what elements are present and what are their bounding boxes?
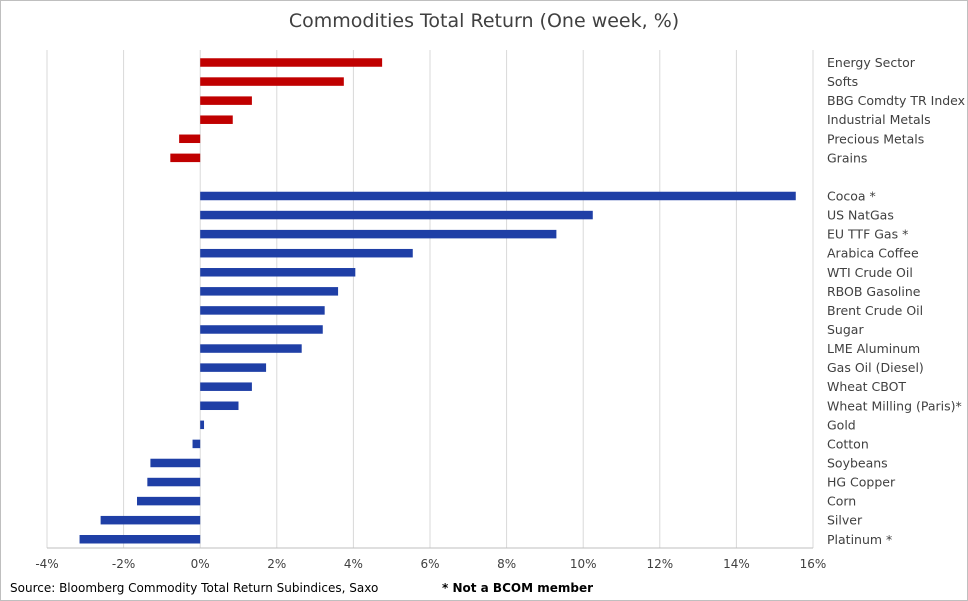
category-label: Brent Crude Oil <box>827 303 923 318</box>
bar <box>170 153 201 163</box>
category-label: BBG Comdty TR Index <box>827 93 965 108</box>
category-label: Corn <box>827 494 856 509</box>
chart-title: Commodities Total Return (One week, %) <box>288 10 680 32</box>
bar <box>200 229 557 239</box>
x-tick-label: -4% <box>35 557 58 571</box>
category-label: Energy Sector <box>827 55 916 70</box>
x-tick-label: -2% <box>112 557 135 571</box>
category-label: Gas Oil (Diesel) <box>827 360 924 375</box>
category-label: Arabica Coffee <box>827 246 919 261</box>
bar <box>79 535 201 544</box>
category-label: Industrial Metals <box>827 112 931 127</box>
footnote: * Not a BCOM member <box>442 581 593 595</box>
category-label: Precious Metals <box>827 131 924 146</box>
bar <box>200 287 339 296</box>
category-label: Cotton <box>827 436 869 451</box>
x-tick-label: 2% <box>267 557 286 571</box>
category-label: HG Copper <box>827 475 896 490</box>
bar <box>192 439 201 449</box>
x-tick-label: 6% <box>420 557 439 571</box>
category-label: Wheat Milling (Paris)* <box>827 398 962 413</box>
bar <box>200 363 267 372</box>
category-label: Cocoa * <box>827 188 876 203</box>
x-tick-label: 0% <box>191 557 210 571</box>
source-note: Source: Bloomberg Commodity Total Return… <box>10 581 379 595</box>
category-label: Grains <box>827 150 867 165</box>
bar <box>200 115 233 124</box>
category-label: LME Aluminum <box>827 341 920 356</box>
bar <box>200 420 205 430</box>
bar <box>200 248 413 258</box>
category-label: Softs <box>827 74 858 89</box>
bar <box>100 515 201 525</box>
bar <box>200 210 593 220</box>
x-tick-label: 4% <box>344 557 363 571</box>
category-label: Gold <box>827 417 856 432</box>
category-label: Sugar <box>827 322 864 337</box>
x-tick-label: 8% <box>497 557 516 571</box>
x-tick-label: 14% <box>723 557 750 571</box>
bar <box>147 477 201 487</box>
x-tick-label: 12% <box>646 557 673 571</box>
bar <box>200 344 302 353</box>
bar <box>200 96 252 105</box>
bar <box>200 401 239 411</box>
bar <box>200 306 325 315</box>
bar <box>179 134 201 144</box>
category-label: Platinum * <box>827 532 892 547</box>
bar <box>200 58 383 67</box>
x-tick-label: 16% <box>800 557 827 571</box>
bar <box>137 496 201 506</box>
category-label: Silver <box>827 513 863 528</box>
bar <box>200 77 344 86</box>
category-label: EU TTF Gas * <box>827 227 908 242</box>
bar <box>200 268 356 277</box>
bar <box>200 325 323 334</box>
category-label: RBOB Gasoline <box>827 284 921 299</box>
bar <box>150 458 201 468</box>
category-label: WTI Crude Oil <box>827 265 913 280</box>
category-label: US NatGas <box>827 208 894 223</box>
bar <box>200 191 796 201</box>
x-tick-label: 10% <box>570 557 597 571</box>
bar <box>200 382 252 391</box>
category-label: Soybeans <box>827 455 888 470</box>
category-label: Wheat CBOT <box>827 379 906 394</box>
